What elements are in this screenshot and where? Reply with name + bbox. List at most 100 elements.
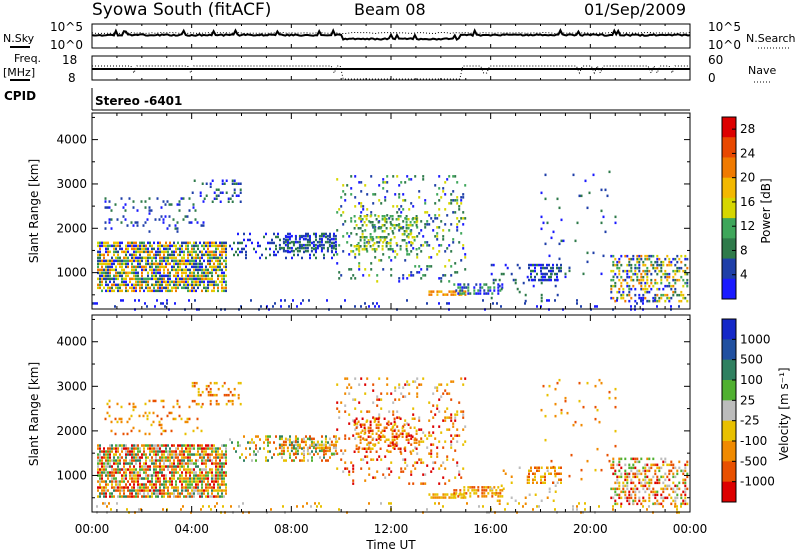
data-cell — [97, 253, 99, 257]
data-cell — [209, 250, 211, 254]
data-cell — [552, 230, 555, 234]
data-cell — [368, 443, 371, 446]
data-cell — [405, 245, 408, 248]
data-cell — [404, 419, 407, 422]
data-cell — [306, 243, 309, 247]
data-cell — [187, 495, 189, 498]
data-cell — [215, 250, 217, 254]
data-cell — [469, 292, 472, 295]
data-cell — [101, 277, 103, 281]
data-cell — [207, 280, 209, 284]
data-cell — [225, 286, 227, 290]
data-cell — [219, 462, 221, 465]
data-cell — [560, 263, 562, 267]
data-cell — [664, 478, 667, 482]
data-cell — [221, 480, 223, 483]
data-cell — [139, 283, 141, 287]
data-cell — [410, 271, 413, 274]
data-cell — [438, 425, 441, 428]
data-cell — [211, 253, 213, 257]
data-cell — [391, 218, 394, 221]
data-cell — [420, 277, 423, 280]
data-cell — [640, 484, 643, 488]
data-cell — [368, 502, 370, 505]
data-cell — [181, 462, 183, 465]
data-cell — [106, 411, 109, 415]
data-cell — [97, 447, 99, 450]
data-cell — [622, 290, 625, 294]
data-cell — [412, 464, 415, 467]
data-cell — [612, 508, 614, 511]
data-cell — [235, 450, 237, 453]
data-cell — [397, 435, 400, 438]
data-cell — [632, 487, 635, 491]
data-cell — [193, 462, 195, 465]
data-cell — [245, 456, 247, 459]
data-cell — [239, 402, 242, 406]
data-cell — [332, 452, 335, 456]
data-cell — [109, 277, 111, 281]
data-cell — [99, 468, 101, 471]
data-cell — [202, 505, 204, 508]
data-cell — [213, 265, 215, 269]
data-cell — [217, 283, 219, 287]
data-cell — [153, 262, 155, 266]
data-cell — [129, 277, 131, 281]
data-cell — [329, 232, 331, 236]
data-cell — [97, 241, 99, 245]
data-cell — [436, 452, 439, 455]
data-cell — [219, 253, 221, 257]
data-cell — [167, 489, 169, 492]
data-cell — [620, 281, 623, 285]
data-cell — [97, 453, 99, 456]
data-cell — [168, 203, 171, 206]
data-cell — [366, 461, 369, 464]
data-cell — [368, 431, 371, 434]
data-cell — [650, 490, 653, 494]
data-cell — [129, 259, 131, 263]
data-cell — [654, 281, 657, 285]
data-cell — [420, 482, 423, 485]
data-cell — [554, 474, 557, 478]
data-cell — [193, 468, 195, 471]
data-cell — [670, 502, 673, 506]
data-cell — [207, 393, 210, 397]
data-cell — [215, 253, 217, 257]
data-cell — [139, 486, 141, 489]
data-cell — [364, 392, 367, 395]
data-cell — [352, 470, 355, 473]
data-cell — [171, 244, 173, 248]
data-cell — [285, 459, 287, 462]
data-cell — [454, 416, 457, 419]
data-cell — [201, 492, 203, 495]
data-cell — [135, 241, 137, 245]
data-cell — [179, 259, 181, 263]
data-cell — [323, 453, 325, 456]
data-cell — [438, 175, 441, 178]
data-cell — [132, 200, 135, 203]
data-cell — [399, 215, 402, 218]
data-cell — [387, 450, 390, 453]
data-cell — [189, 468, 191, 471]
data-cell — [141, 247, 143, 251]
data-cell — [137, 453, 139, 456]
data-cell — [415, 224, 418, 227]
data-cell — [296, 249, 299, 253]
data-cell — [390, 502, 392, 505]
data-cell — [109, 495, 111, 498]
data-cell — [544, 438, 547, 442]
data-cell — [131, 253, 133, 257]
data-cell — [227, 399, 230, 403]
data-cell — [382, 253, 385, 256]
data-cell — [376, 470, 379, 473]
data-cell — [133, 489, 135, 492]
data-cell — [454, 476, 457, 479]
data-cell — [426, 223, 429, 226]
data-cell — [221, 241, 223, 245]
data-cell — [170, 429, 173, 433]
data-cell — [134, 299, 136, 302]
data-cell — [676, 472, 679, 476]
data-cell — [179, 253, 181, 257]
data-cell — [354, 175, 357, 178]
data-cell — [288, 246, 291, 250]
